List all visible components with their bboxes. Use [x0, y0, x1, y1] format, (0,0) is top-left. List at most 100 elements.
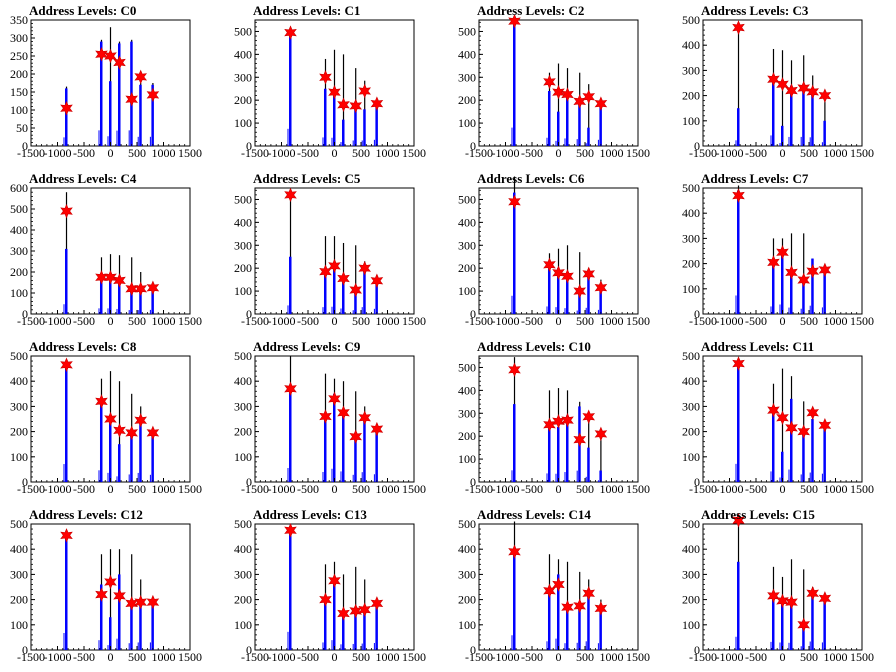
- blue-bar: [771, 75, 775, 146]
- blue-bar: [363, 268, 366, 314]
- x-tick-label: 500: [800, 482, 818, 496]
- x-tick-label: 1000: [824, 314, 848, 328]
- y-tick-label: 250: [10, 49, 28, 63]
- y-tick-label: 400: [458, 542, 476, 556]
- chart-title: Address Levels: C9: [253, 339, 361, 354]
- x-tick-label: -500: [73, 146, 95, 160]
- blue-bar: [65, 536, 68, 650]
- blue-bar: [130, 604, 133, 650]
- star-marker: [767, 71, 780, 87]
- x-tick-label: 1000: [152, 482, 176, 496]
- x-tick-label: 500: [800, 650, 818, 664]
- x-tick-label: 0: [780, 482, 786, 496]
- blue-bar: [599, 604, 602, 650]
- star-marker: [328, 258, 341, 274]
- blue-bar: [578, 100, 581, 146]
- y-tick-label: 400: [458, 215, 476, 229]
- y-tick-label: 0: [470, 475, 476, 489]
- x-tick-label: 0: [556, 146, 562, 160]
- star-marker: [582, 586, 595, 601]
- star-marker: [113, 588, 126, 604]
- blue-bar: [323, 268, 327, 314]
- x-tick-label: -500: [521, 146, 543, 160]
- star-marker: [349, 429, 362, 444]
- x-tick-label: 1000: [152, 650, 176, 664]
- star-marker: [284, 523, 297, 538]
- y-tick-label: 300: [234, 238, 252, 252]
- y-tick-label: 200: [10, 265, 28, 279]
- blue-bar: [587, 272, 590, 314]
- chart-title: Address Levels: C13: [253, 507, 367, 522]
- star-marker: [561, 599, 574, 615]
- chart-svg: 0 100 200 300 400 500 -1500-1000 -500 0 500 1000 15…: [234, 19, 426, 160]
- y-tick-label: 200: [234, 593, 252, 607]
- blue-bar: [118, 444, 121, 482]
- star-marker: [594, 96, 608, 111]
- blue-bar: [363, 607, 366, 650]
- x-tick-label: -1000: [716, 482, 744, 496]
- star-marker: [776, 244, 789, 260]
- star-marker: [818, 88, 832, 103]
- star-marker: [319, 70, 332, 85]
- star-marker: [508, 13, 521, 29]
- y-tick-label: 100: [458, 618, 476, 632]
- star-marker: [806, 586, 819, 601]
- y-tick-label: 500: [234, 349, 252, 363]
- y-tick-label: 100: [10, 286, 28, 300]
- star-marker: [95, 394, 108, 409]
- star-marker: [732, 356, 745, 371]
- y-tick-label: 400: [234, 47, 252, 61]
- x-tick-label: 0: [108, 650, 114, 664]
- blue-bar: [802, 278, 805, 314]
- y-tick-label: 200: [10, 593, 28, 607]
- star-marker: [508, 194, 521, 210]
- blue-bar: [289, 529, 292, 650]
- y-tick-label: 300: [10, 567, 28, 581]
- y-tick-label: 100: [682, 450, 700, 464]
- y-tick-label: 0: [22, 307, 28, 321]
- star-marker: [806, 405, 819, 420]
- y-tick-label: 100: [458, 452, 476, 466]
- y-tick-label: 0: [22, 643, 28, 657]
- star-marker: [732, 512, 745, 528]
- y-tick-label: 200: [458, 429, 476, 443]
- x-tick-label: 0: [108, 314, 114, 328]
- blue-bar: [342, 277, 345, 314]
- blue-bar: [823, 120, 826, 146]
- x-tick-label: 1500: [402, 650, 426, 664]
- y-tick-label: 100: [458, 116, 476, 130]
- star-marker: [508, 544, 521, 559]
- blue-bar: [547, 424, 551, 482]
- x-tick-label: 0: [556, 314, 562, 328]
- x-tick-label: 1000: [376, 314, 400, 328]
- x-tick-label: -1500: [241, 650, 269, 664]
- blue-bar: [99, 276, 103, 314]
- y-tick-label: 400: [458, 47, 476, 61]
- star-marker: [95, 46, 108, 62]
- chart-title: Address Levels: C1: [253, 3, 361, 18]
- star-marker: [358, 410, 371, 426]
- x-tick-label: 0: [108, 146, 114, 160]
- blue-bar: [771, 411, 775, 482]
- x-tick-label: -1000: [44, 146, 72, 160]
- blue-bar: [289, 388, 292, 482]
- chart-svg: 0 100 200 300 400 500 -1500-1000 -500 0 500 1000 15…: [234, 517, 426, 664]
- star-marker: [561, 412, 574, 428]
- x-tick-label: -1500: [689, 146, 717, 160]
- x-tick-label: -1000: [716, 650, 744, 664]
- x-tick-label: 1000: [824, 650, 848, 664]
- blue-bar: [790, 398, 793, 482]
- y-tick-label: 0: [246, 307, 252, 321]
- y-tick-label: 100: [234, 618, 252, 632]
- y-tick-label: 300: [10, 31, 28, 45]
- blue-bar: [130, 431, 133, 482]
- blue-bar: [289, 31, 292, 147]
- chart-panel-12: 0 100 200 300 400 500 -1500 -1000 -500 0 500 1000 15…: [0, 504, 224, 672]
- chart-svg: 0 100 200 300 400 500 600 -1500-1000 -500 0 500 100…: [10, 181, 202, 328]
- star-marker: [337, 97, 350, 113]
- blue-bar: [566, 415, 569, 482]
- star-marker: [60, 357, 73, 373]
- chart-svg: 0 100 200 300 400 500 -1500-1000 -500 0 500 1000 15…: [682, 181, 874, 328]
- star-marker: [125, 91, 138, 107]
- x-tick-label: 1000: [600, 482, 624, 496]
